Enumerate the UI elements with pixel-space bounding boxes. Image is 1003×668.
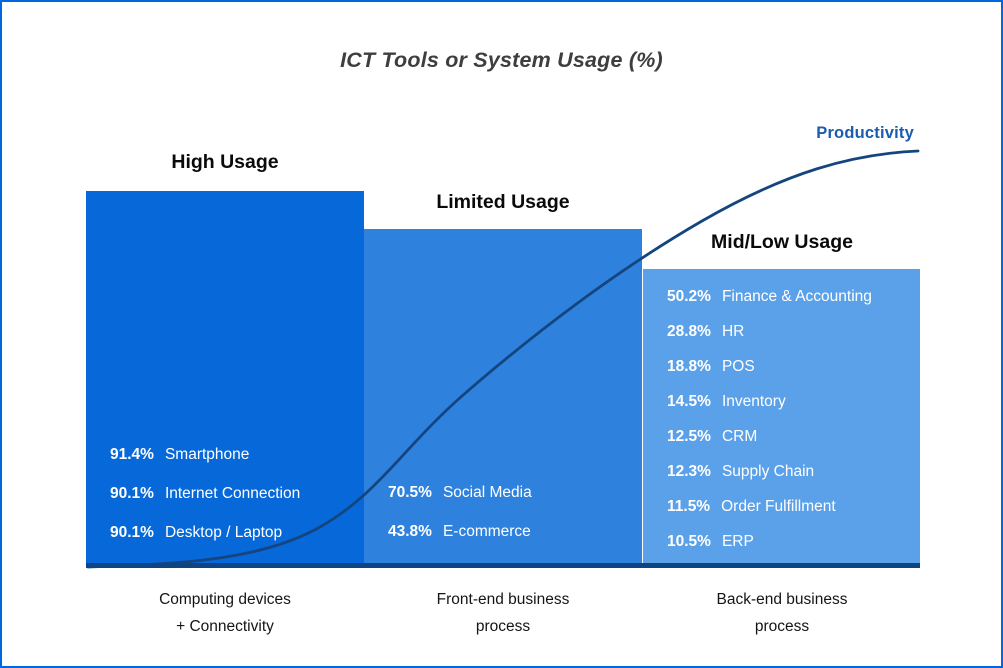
axis-label-line: process — [754, 618, 810, 635]
usage-label: Social Media — [442, 483, 532, 501]
bar-high-usage: 91.4% Smartphone 90.1% Internet Connecti… — [86, 191, 364, 565]
usage-label: ERP — [721, 532, 754, 550]
usage-item: 11.5% Order Fulfillment — [667, 489, 920, 524]
usage-label: Supply Chain — [721, 462, 815, 480]
axis-label-line: + Connectivity — [176, 618, 274, 635]
usage-label: CRM — [721, 427, 758, 445]
usage-item: 28.8% HR — [667, 314, 920, 349]
usage-value: 10.5% — [667, 532, 711, 550]
usage-value: 70.5% — [388, 483, 432, 501]
usage-label: Inventory — [721, 392, 786, 410]
axis-baseline — [86, 563, 920, 568]
usage-item: 14.5% Inventory — [667, 384, 920, 419]
usage-item: 90.1% Desktop / Laptop — [110, 513, 364, 552]
usage-value: 12.5% — [667, 427, 711, 445]
usage-item: 12.5% CRM — [667, 419, 920, 454]
column-header-mid-low-usage: Mid/Low Usage — [711, 231, 853, 253]
axis-label-line: Back-end business — [716, 591, 848, 608]
usage-item: 90.1% Internet Connection — [110, 474, 364, 513]
axis-label-computing-devices: Computing devices + Connectivity — [86, 586, 364, 640]
usage-value: 28.8% — [667, 322, 711, 340]
usage-label: POS — [721, 357, 755, 375]
column-header-high-usage: High Usage — [171, 151, 279, 173]
usage-label: Order Fulfillment — [721, 497, 836, 515]
usage-item: 43.8% E-commerce — [388, 512, 642, 551]
usage-item: 70.5% Social Media — [388, 473, 642, 512]
productivity-curve-label: Productivity — [816, 124, 914, 142]
bar-mid-low-usage: 50.2% Finance & Accounting 28.8% HR 18.8… — [643, 269, 920, 565]
usage-label: Finance & Accounting — [721, 287, 872, 305]
axis-label-front-end: Front-end business process — [364, 586, 642, 640]
usage-label: E-commerce — [442, 522, 531, 540]
usage-item: 18.8% POS — [667, 349, 920, 384]
usage-item: 12.3% Supply Chain — [667, 454, 920, 489]
usage-value: 18.8% — [667, 357, 711, 375]
usage-value: 14.5% — [667, 392, 711, 410]
usage-item: 91.4% Smartphone — [110, 435, 364, 474]
usage-item: 10.5% ERP — [667, 524, 920, 559]
usage-value: 90.1% — [110, 523, 154, 541]
usage-value: 90.1% — [110, 484, 154, 502]
usage-value: 50.2% — [667, 287, 711, 305]
usage-label: Internet Connection — [164, 484, 301, 502]
usage-value: 12.3% — [667, 462, 711, 480]
usage-value: 11.5% — [667, 497, 711, 515]
usage-value: 43.8% — [388, 522, 432, 540]
axis-label-back-end: Back-end business process — [643, 586, 921, 640]
usage-value: 91.4% — [110, 445, 154, 463]
usage-label: HR — [721, 322, 745, 340]
bar-limited-usage: 70.5% Social Media 43.8% E-commerce — [364, 229, 642, 565]
usage-label: Smartphone — [164, 445, 250, 463]
axis-label-line: Computing devices — [159, 591, 291, 608]
column-header-limited-usage: Limited Usage — [436, 191, 570, 213]
axis-label-line: process — [475, 618, 531, 635]
chart-title: ICT Tools or System Usage (%) — [340, 48, 663, 72]
usage-item: 50.2% Finance & Accounting — [667, 279, 920, 314]
usage-label: Desktop / Laptop — [164, 523, 283, 541]
axis-label-line: Front-end business — [436, 591, 570, 608]
